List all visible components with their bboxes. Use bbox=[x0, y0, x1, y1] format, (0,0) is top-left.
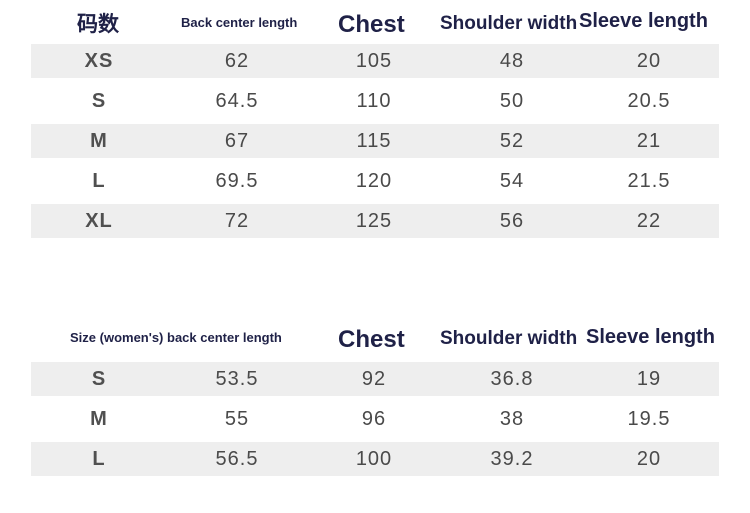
chest-cell: 115 bbox=[356, 130, 392, 152]
header-size: 码数 bbox=[77, 12, 119, 36]
sleeve-cell: 22 bbox=[636, 210, 662, 232]
back-cell: 56.5 bbox=[215, 448, 259, 470]
table-row: XS 62 105 48 20 bbox=[31, 44, 719, 78]
header-shoulder-width: Shoulder width bbox=[440, 328, 578, 349]
back-cell: 53.5 bbox=[215, 368, 259, 390]
womens-header-row: Size (women's) back center length Chest … bbox=[31, 318, 719, 362]
back-cell: 62 bbox=[224, 50, 250, 72]
size-cell: S bbox=[91, 368, 107, 390]
table-row: L 69.5 120 54 21.5 bbox=[31, 164, 719, 198]
header-size-back-center-length: Size (women's) back center length bbox=[70, 330, 282, 345]
size-cell: XL bbox=[85, 210, 113, 232]
chest-cell: 100 bbox=[355, 448, 393, 470]
header-chest: Chest bbox=[338, 11, 405, 38]
table-row: S 64.5 110 50 20.5 bbox=[31, 84, 719, 118]
header-sleeve-length: Sleeve length bbox=[579, 10, 708, 32]
back-cell: 55 bbox=[224, 408, 250, 430]
table-row: L 56.5 100 39.2 20 bbox=[31, 442, 719, 476]
header-chest: Chest bbox=[338, 326, 405, 353]
mens-header-row: 码数 Back center length Chest Shoulder wid… bbox=[31, 0, 719, 44]
table-row: M 67 115 52 21 bbox=[31, 124, 719, 158]
shoulder-cell: 39.2 bbox=[490, 448, 534, 470]
shoulder-cell: 36.8 bbox=[490, 368, 534, 390]
table-row: XL 72 125 56 22 bbox=[31, 204, 719, 238]
sleeve-cell: 20 bbox=[636, 448, 662, 470]
chest-cell: 110 bbox=[356, 90, 392, 112]
shoulder-cell: 38 bbox=[499, 408, 525, 430]
chest-cell: 96 bbox=[361, 408, 387, 430]
sleeve-cell: 20.5 bbox=[627, 90, 671, 112]
chest-cell: 92 bbox=[361, 368, 387, 390]
header-shoulder-width: Shoulder width bbox=[440, 13, 578, 34]
shoulder-cell: 48 bbox=[499, 50, 525, 72]
shoulder-cell: 52 bbox=[499, 130, 525, 152]
back-cell: 64.5 bbox=[215, 90, 259, 112]
table-row: M 55 96 38 19.5 bbox=[31, 402, 719, 436]
mens-size-table: 码数 Back center length Chest Shoulder wid… bbox=[31, 0, 719, 244]
shoulder-cell: 54 bbox=[499, 170, 525, 192]
chest-cell: 120 bbox=[355, 170, 393, 192]
size-cell: M bbox=[90, 408, 108, 430]
back-cell: 72 bbox=[224, 210, 250, 232]
size-cell: S bbox=[91, 90, 107, 112]
womens-size-table: Size (women's) back center length Chest … bbox=[31, 318, 719, 482]
sleeve-cell: 20 bbox=[636, 50, 662, 72]
size-cell: L bbox=[92, 448, 106, 470]
size-cell: XS bbox=[84, 50, 114, 72]
header-sleeve-length: Sleeve length bbox=[586, 326, 715, 348]
sleeve-cell: 21 bbox=[636, 130, 662, 152]
size-cell: L bbox=[92, 170, 106, 192]
table-row: S 53.5 92 36.8 19 bbox=[31, 362, 719, 396]
chest-cell: 125 bbox=[355, 210, 393, 232]
shoulder-cell: 50 bbox=[499, 90, 525, 112]
sleeve-cell: 19.5 bbox=[627, 408, 671, 430]
back-cell: 69.5 bbox=[215, 170, 259, 192]
sleeve-cell: 19 bbox=[636, 368, 662, 390]
back-cell: 67 bbox=[224, 130, 250, 152]
header-back-center-length: Back center length bbox=[181, 15, 298, 30]
size-cell: M bbox=[90, 130, 108, 152]
sleeve-cell: 21.5 bbox=[627, 170, 671, 192]
shoulder-cell: 56 bbox=[499, 210, 525, 232]
chest-cell: 105 bbox=[355, 50, 393, 72]
